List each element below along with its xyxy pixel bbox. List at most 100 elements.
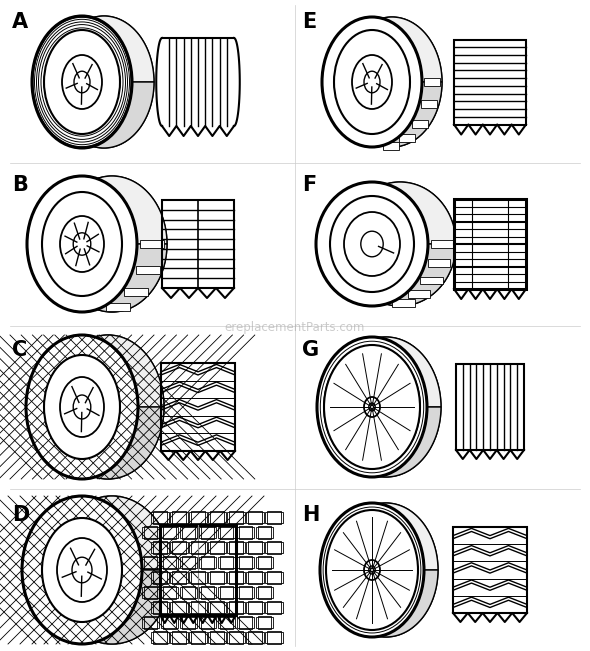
- Ellipse shape: [369, 403, 375, 411]
- Bar: [454, 199, 526, 289]
- Ellipse shape: [342, 17, 442, 147]
- Ellipse shape: [42, 518, 122, 622]
- Bar: [247, 572, 264, 583]
- Polygon shape: [322, 82, 442, 147]
- Ellipse shape: [42, 192, 122, 296]
- Bar: [163, 526, 176, 539]
- Ellipse shape: [369, 566, 375, 574]
- Bar: [153, 601, 166, 615]
- Ellipse shape: [22, 496, 142, 644]
- Bar: [211, 601, 224, 615]
- Text: D: D: [12, 505, 30, 525]
- Bar: [248, 571, 261, 584]
- Bar: [247, 602, 264, 613]
- Bar: [218, 557, 235, 568]
- Bar: [248, 541, 261, 554]
- Bar: [124, 288, 148, 296]
- Polygon shape: [27, 176, 167, 244]
- Bar: [230, 541, 242, 554]
- Text: C: C: [12, 340, 27, 360]
- Bar: [208, 572, 225, 583]
- Bar: [180, 527, 197, 538]
- Polygon shape: [317, 407, 441, 477]
- Bar: [171, 572, 188, 583]
- Bar: [258, 586, 271, 600]
- Polygon shape: [317, 337, 441, 407]
- Ellipse shape: [26, 335, 138, 479]
- Ellipse shape: [352, 55, 392, 109]
- Ellipse shape: [60, 377, 104, 437]
- Bar: [208, 632, 225, 643]
- Bar: [218, 587, 235, 598]
- Bar: [171, 512, 188, 523]
- Bar: [267, 571, 281, 584]
- Bar: [218, 527, 235, 538]
- Ellipse shape: [316, 182, 428, 306]
- Bar: [144, 616, 157, 630]
- Ellipse shape: [44, 355, 120, 459]
- Bar: [201, 526, 214, 539]
- Bar: [237, 527, 254, 538]
- Text: ereplacementParts.com: ereplacementParts.com: [225, 322, 365, 335]
- Bar: [428, 260, 450, 267]
- Bar: [421, 100, 437, 108]
- Bar: [189, 572, 206, 583]
- Bar: [266, 632, 283, 643]
- Ellipse shape: [44, 30, 120, 134]
- Ellipse shape: [361, 231, 383, 256]
- Bar: [239, 616, 252, 630]
- Ellipse shape: [52, 496, 172, 644]
- Bar: [256, 557, 273, 568]
- Bar: [267, 541, 281, 554]
- Bar: [182, 586, 195, 600]
- Bar: [160, 525, 236, 615]
- Bar: [161, 587, 178, 598]
- Bar: [189, 542, 206, 553]
- Bar: [163, 556, 176, 569]
- Bar: [152, 572, 169, 583]
- Ellipse shape: [344, 212, 400, 276]
- Bar: [208, 512, 225, 523]
- Bar: [142, 587, 159, 598]
- Ellipse shape: [62, 55, 102, 109]
- Polygon shape: [320, 570, 438, 637]
- Bar: [256, 587, 273, 598]
- Bar: [172, 541, 186, 554]
- Ellipse shape: [42, 518, 122, 622]
- Bar: [152, 632, 169, 643]
- Ellipse shape: [44, 355, 120, 459]
- Bar: [211, 571, 224, 584]
- Bar: [211, 631, 224, 644]
- Text: E: E: [302, 12, 316, 32]
- Bar: [161, 527, 178, 538]
- Bar: [408, 290, 430, 298]
- Bar: [182, 556, 195, 569]
- Bar: [171, 632, 188, 643]
- Bar: [163, 616, 176, 630]
- Bar: [453, 527, 527, 613]
- Bar: [140, 240, 164, 248]
- Bar: [220, 586, 233, 600]
- Bar: [153, 631, 166, 644]
- Ellipse shape: [334, 503, 438, 637]
- Bar: [144, 526, 157, 539]
- Bar: [239, 586, 252, 600]
- Bar: [456, 364, 524, 450]
- Ellipse shape: [364, 560, 380, 580]
- Bar: [152, 512, 169, 523]
- Bar: [412, 120, 428, 128]
- Bar: [228, 542, 244, 553]
- Bar: [266, 602, 283, 613]
- Bar: [239, 556, 252, 569]
- Bar: [182, 616, 195, 630]
- Bar: [161, 557, 178, 568]
- Ellipse shape: [364, 71, 380, 93]
- Bar: [247, 542, 264, 553]
- Bar: [267, 511, 281, 524]
- Bar: [182, 526, 195, 539]
- Bar: [144, 556, 157, 569]
- Bar: [189, 602, 206, 613]
- Bar: [258, 556, 271, 569]
- Bar: [153, 541, 166, 554]
- Ellipse shape: [371, 568, 373, 572]
